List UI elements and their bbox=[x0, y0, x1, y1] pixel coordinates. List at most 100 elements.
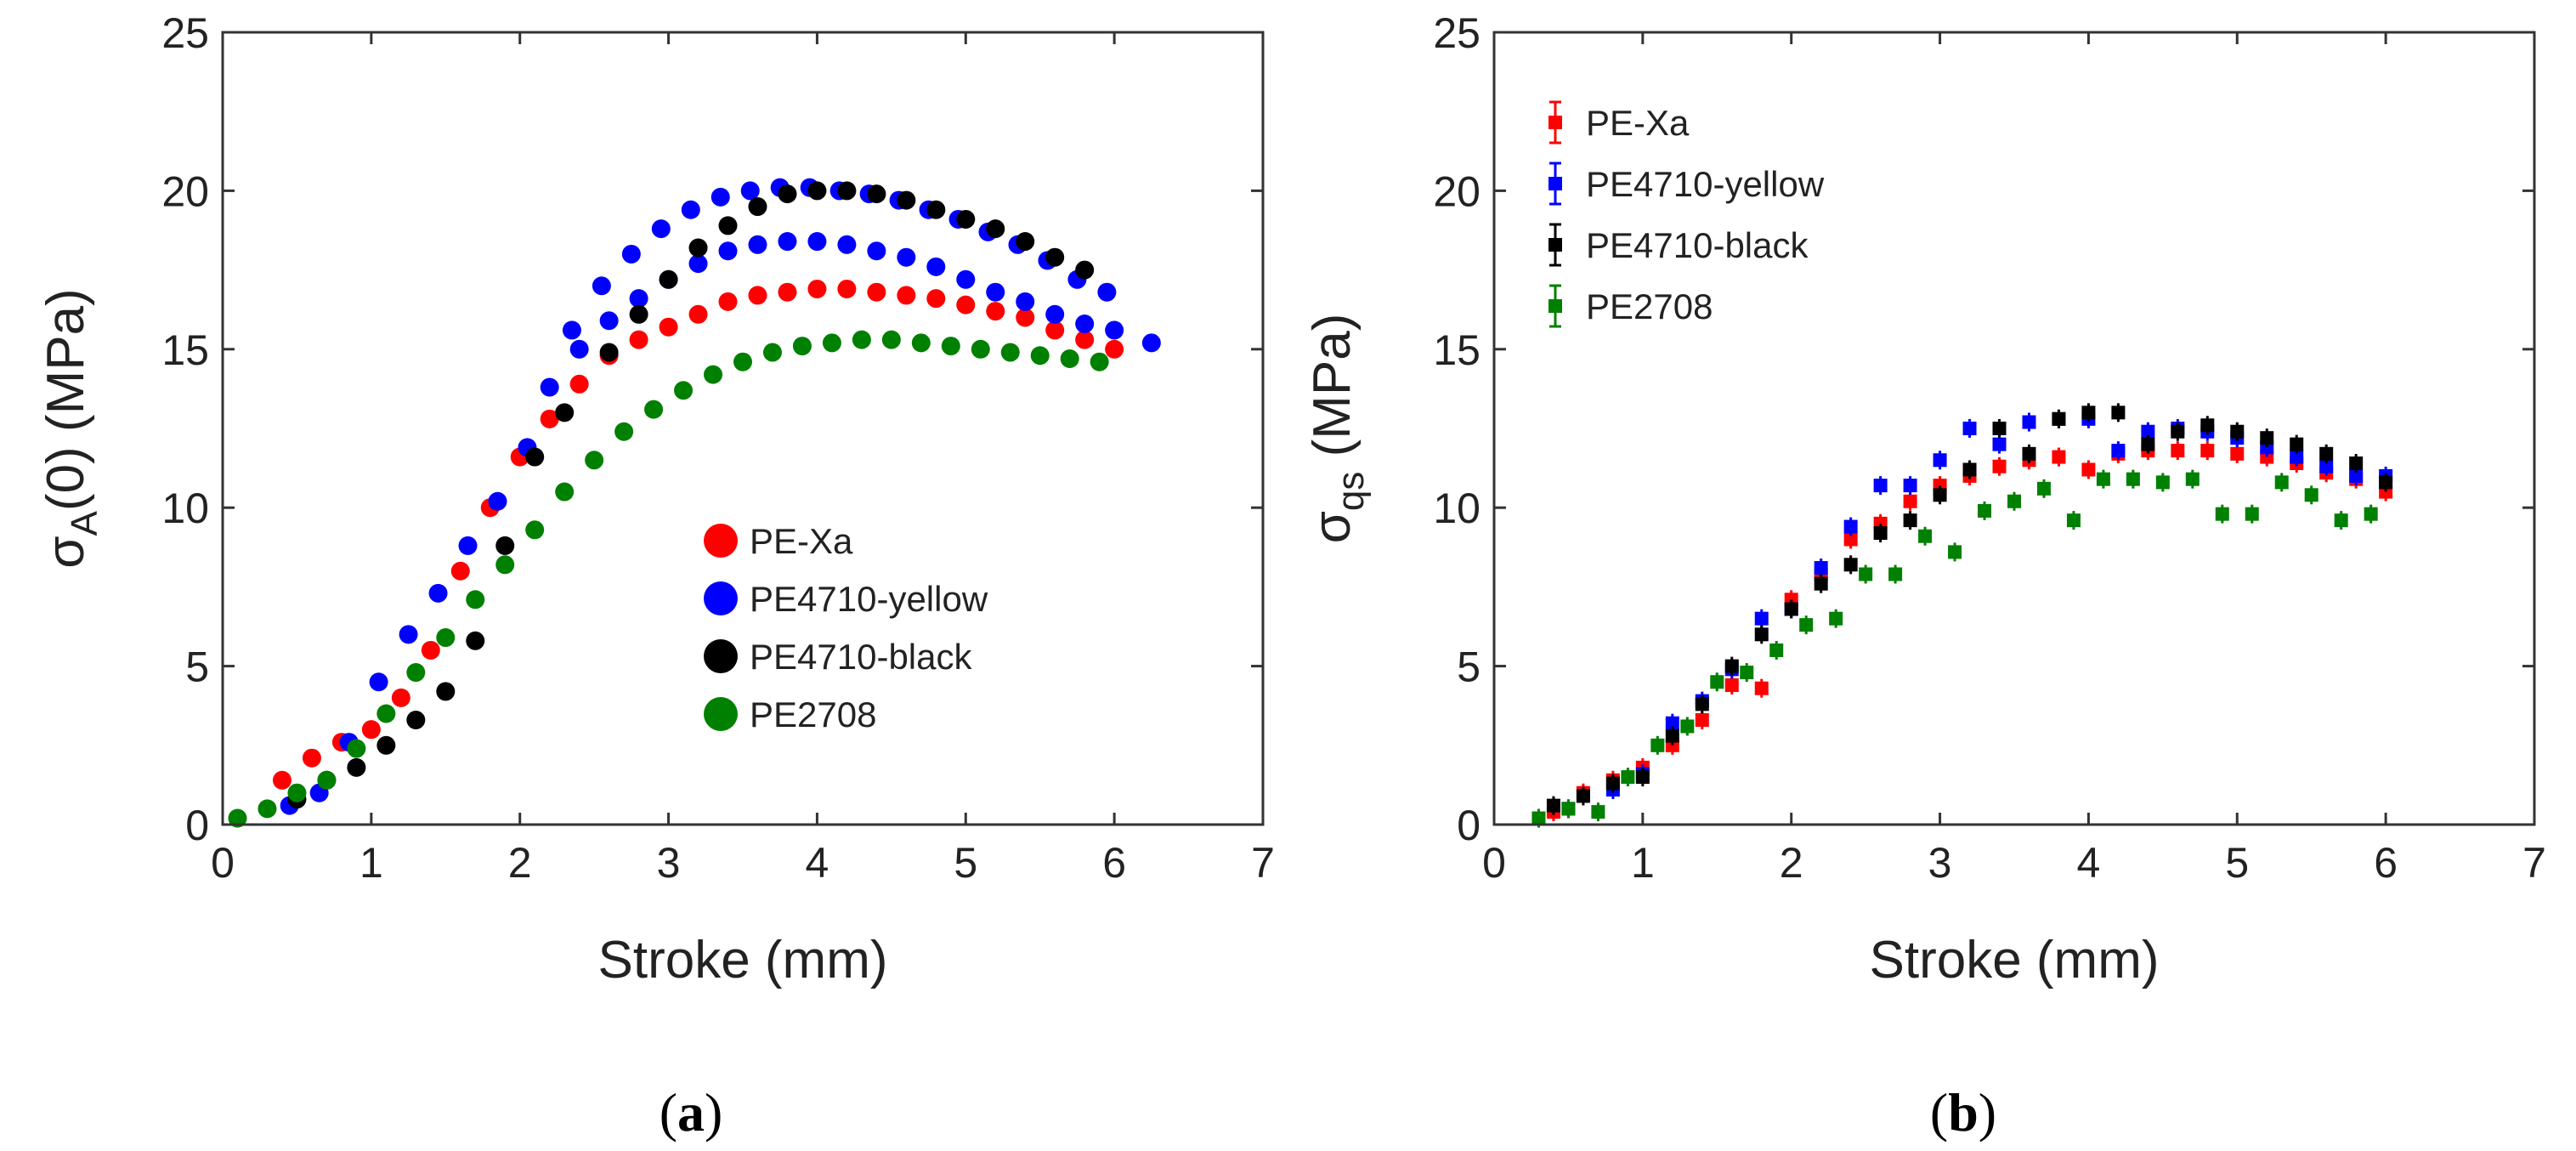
data-point bbox=[2290, 450, 2304, 464]
data-point bbox=[986, 219, 1005, 239]
data-point bbox=[1635, 770, 1650, 785]
y-tick-label: 25 bbox=[1433, 9, 1480, 57]
data-point bbox=[1621, 770, 1635, 785]
panel-label-a-letter: a bbox=[677, 1082, 705, 1142]
y-tick-label: 20 bbox=[161, 167, 209, 215]
panel-label-a: (a) bbox=[660, 1082, 723, 1142]
data-point bbox=[1933, 453, 1947, 468]
x-tick-label: 5 bbox=[954, 839, 977, 887]
legend-item: PE4710-black bbox=[1548, 223, 1809, 267]
data-point bbox=[495, 536, 515, 555]
panel-label-b-close: ) bbox=[1979, 1082, 1996, 1142]
data-point bbox=[956, 295, 976, 315]
series-pe-xa bbox=[1546, 441, 2393, 822]
data-point bbox=[599, 343, 619, 362]
data-point bbox=[1948, 545, 1962, 559]
x-axis-title-b: Stroke (mm) bbox=[1870, 931, 2160, 989]
data-point bbox=[629, 330, 648, 349]
data-point bbox=[1695, 712, 1709, 727]
data-point bbox=[1576, 789, 1590, 803]
data-point bbox=[2171, 424, 2185, 439]
data-point bbox=[704, 365, 723, 384]
data-point bbox=[1918, 529, 1933, 543]
panel-label-a-close: ) bbox=[705, 1082, 722, 1142]
data-point bbox=[1546, 798, 1560, 813]
y-tick-label: 15 bbox=[161, 326, 209, 374]
data-point bbox=[1784, 602, 1798, 616]
x-tick-label: 4 bbox=[806, 839, 829, 887]
data-point bbox=[228, 808, 247, 828]
data-point bbox=[361, 720, 381, 740]
x-tick-label: 0 bbox=[211, 839, 235, 887]
y-tick-label: 0 bbox=[1457, 802, 1480, 849]
data-point bbox=[1695, 697, 1709, 712]
data-point bbox=[1888, 567, 1903, 581]
data-point bbox=[1754, 611, 1769, 626]
data-point bbox=[258, 799, 277, 819]
data-point bbox=[2215, 507, 2229, 521]
legend-item: PE-Xa bbox=[704, 521, 853, 561]
data-point bbox=[2066, 513, 2081, 528]
data-point bbox=[1030, 346, 1050, 366]
data-point bbox=[1829, 611, 1843, 626]
x-tick-label: 7 bbox=[1251, 839, 1275, 887]
data-point bbox=[762, 343, 782, 362]
data-point bbox=[956, 209, 976, 229]
y-tick-label: 20 bbox=[1433, 167, 1480, 215]
data-point bbox=[2096, 472, 2110, 486]
data-point bbox=[376, 735, 396, 755]
data-point bbox=[458, 536, 478, 555]
data-point bbox=[287, 783, 307, 802]
data-point bbox=[317, 770, 337, 790]
legend-marker bbox=[1548, 177, 1562, 190]
data-point bbox=[1814, 576, 1828, 591]
data-point bbox=[376, 704, 396, 723]
data-point bbox=[629, 289, 648, 309]
data-point bbox=[1650, 738, 1665, 752]
data-point bbox=[1097, 282, 1117, 302]
data-point bbox=[2022, 446, 2036, 461]
data-point bbox=[406, 710, 426, 729]
data-point bbox=[1000, 343, 1020, 362]
data-point bbox=[2022, 415, 2036, 429]
data-point bbox=[659, 317, 678, 337]
data-point bbox=[807, 232, 827, 252]
data-point bbox=[2052, 411, 2066, 426]
x-tick-label: 2 bbox=[1780, 839, 1803, 887]
data-point bbox=[911, 333, 931, 353]
data-point bbox=[421, 640, 440, 660]
data-point bbox=[2007, 494, 2021, 508]
legend-label: PE4710-black bbox=[750, 637, 972, 677]
data-point bbox=[585, 451, 604, 470]
data-point bbox=[2274, 475, 2289, 490]
data-point bbox=[1045, 304, 1065, 324]
legend-label: PE-Xa bbox=[1586, 103, 1690, 143]
data-point bbox=[1680, 719, 1695, 734]
data-point bbox=[1992, 459, 2007, 473]
data-point bbox=[1903, 513, 1917, 528]
data-point bbox=[540, 377, 559, 397]
legend-item: PE4710-yellow bbox=[704, 579, 988, 619]
data-point bbox=[852, 330, 871, 349]
data-point bbox=[1105, 339, 1124, 359]
x-axis-title-a: Stroke (mm) bbox=[598, 931, 888, 989]
y-tick-label: 5 bbox=[1457, 644, 1480, 691]
data-point bbox=[986, 282, 1005, 302]
data-point bbox=[1962, 422, 1977, 435]
data-point bbox=[897, 247, 916, 267]
data-point bbox=[450, 561, 470, 581]
data-point bbox=[466, 631, 485, 650]
y-tick-label: 0 bbox=[185, 802, 209, 849]
legend-label: PE4710-black bbox=[1586, 225, 1809, 265]
data-point bbox=[688, 254, 708, 274]
data-point bbox=[406, 663, 426, 683]
data-point bbox=[2111, 444, 2126, 458]
y-axis-title-b-subscript: qs bbox=[1330, 472, 1372, 511]
data-point bbox=[1090, 352, 1109, 371]
legend-label: PE4710-yellow bbox=[750, 579, 988, 619]
y-tick-label: 10 bbox=[161, 485, 209, 532]
data-point bbox=[778, 232, 797, 252]
data-point bbox=[711, 187, 730, 207]
data-point bbox=[1873, 479, 1888, 493]
